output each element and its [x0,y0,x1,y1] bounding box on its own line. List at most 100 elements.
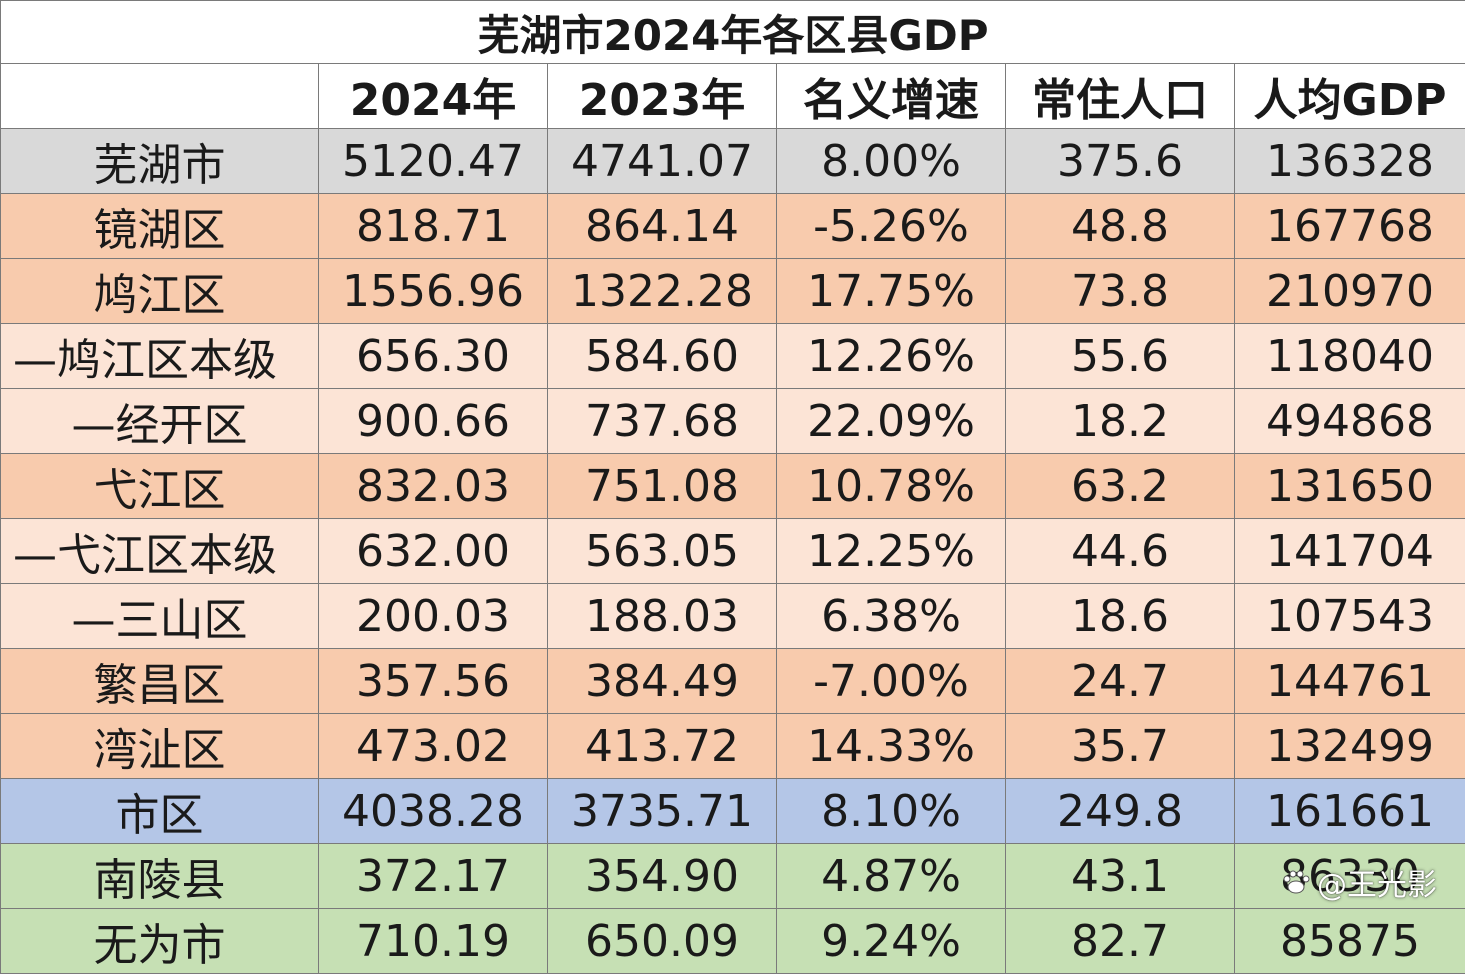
gdp-2023: 650.09 [548,909,777,974]
per-capita-gdp: 132499 [1235,714,1465,779]
header-cell-gdp-2023: 2023年 [548,64,777,129]
gdp-2024: 632.00 [319,519,548,584]
gdp-2023: 584.60 [548,324,777,389]
gdp-2024: 818.71 [319,194,548,259]
growth-rate: 9.24% [777,909,1006,974]
region-name: 镜湖区 [1,194,319,259]
header-cell-name [1,64,319,129]
growth-rate: -5.26% [777,194,1006,259]
gdp-2023: 864.14 [548,194,777,259]
per-capita-gdp: 118040 [1235,324,1465,389]
region-name: —鸠江区本级 [1,324,319,389]
population: 82.7 [1006,909,1235,974]
per-capita-gdp: 85875 [1235,909,1465,974]
gdp-2023: 737.68 [548,389,777,454]
paw-logo-icon [1281,869,1311,895]
table-row: —弋江区本级 632.00 563.05 12.25% 44.6 141704 [1,519,1465,584]
gdp-2024: 710.19 [319,909,548,974]
region-name: 芜湖市 [1,129,319,194]
population: 18.2 [1006,389,1235,454]
header-cell-gdp-2024: 2024年 [319,64,548,129]
per-capita-gdp: 167768 [1235,194,1465,259]
table-row: 镜湖区 818.71 864.14 -5.26% 48.8 167768 [1,194,1465,259]
gdp-2023: 384.49 [548,649,777,714]
watermark: @王光影 [1281,860,1437,904]
table-row: —经开区 900.66 737.68 22.09% 18.2 494868 [1,389,1465,454]
region-name: —三山区 [1,584,319,649]
gdp-2024: 200.03 [319,584,548,649]
gdp-2024: 656.30 [319,324,548,389]
gdp-2024: 357.56 [319,649,548,714]
population: 63.2 [1006,454,1235,519]
region-name: 湾沚区 [1,714,319,779]
gdp-2023: 1322.28 [548,259,777,324]
gdp-2024: 832.03 [319,454,548,519]
gdp-2024: 473.02 [319,714,548,779]
per-capita-gdp: 131650 [1235,454,1465,519]
growth-rate: 10.78% [777,454,1006,519]
title-row: 芜湖市2024年各区县GDP [1,1,1465,64]
region-name: 无为市 [1,909,319,974]
growth-rate: 14.33% [777,714,1006,779]
per-capita-gdp: 161661 [1235,779,1465,844]
gdp-2023: 751.08 [548,454,777,519]
growth-rate: 4.87% [777,844,1006,909]
header-cell-growth: 名义增速 [777,64,1006,129]
growth-rate: -7.00% [777,649,1006,714]
header-cell-population: 常住人口 [1006,64,1235,129]
region-name: 南陵县 [1,844,319,909]
gdp-2023: 354.90 [548,844,777,909]
header-row: 2024年 2023年 名义增速 常住人口 人均GDP [1,64,1465,129]
watermark-text: @王光影 [1317,860,1437,904]
per-capita-gdp: 144761 [1235,649,1465,714]
gdp-2023: 4741.07 [548,129,777,194]
population: 375.6 [1006,129,1235,194]
table-row: 南陵县 372.17 354.90 4.87% 43.1 86330 [1,844,1465,909]
gdp-2024: 4038.28 [319,779,548,844]
table-row: 湾沚区 473.02 413.72 14.33% 35.7 132499 [1,714,1465,779]
table-row: —鸠江区本级 656.30 584.60 12.26% 55.6 118040 [1,324,1465,389]
region-name: 市区 [1,779,319,844]
growth-rate: 12.26% [777,324,1006,389]
growth-rate: 8.00% [777,129,1006,194]
region-name: 弋江区 [1,454,319,519]
table-row: 弋江区 832.03 751.08 10.78% 63.2 131650 [1,454,1465,519]
population: 48.8 [1006,194,1235,259]
growth-rate: 8.10% [777,779,1006,844]
table-title: 芜湖市2024年各区县GDP [1,1,1465,64]
gdp-2024: 1556.96 [319,259,548,324]
population: 73.8 [1006,259,1235,324]
population: 44.6 [1006,519,1235,584]
population: 249.8 [1006,779,1235,844]
region-name: —经开区 [1,389,319,454]
table-row: 鸠江区 1556.96 1322.28 17.75% 73.8 210970 [1,259,1465,324]
region-name: 鸠江区 [1,259,319,324]
region-name: 繁昌区 [1,649,319,714]
population: 43.1 [1006,844,1235,909]
gdp-2024: 5120.47 [319,129,548,194]
region-name: —弋江区本级 [1,519,319,584]
table-row: 繁昌区 357.56 384.49 -7.00% 24.7 144761 [1,649,1465,714]
growth-rate: 22.09% [777,389,1006,454]
gdp-2024: 372.17 [319,844,548,909]
gdp-2023: 188.03 [548,584,777,649]
gdp-2023: 3735.71 [548,779,777,844]
population: 35.7 [1006,714,1235,779]
gdp-2024: 900.66 [319,389,548,454]
per-capita-gdp: 210970 [1235,259,1465,324]
growth-rate: 6.38% [777,584,1006,649]
per-capita-gdp: 494868 [1235,389,1465,454]
per-capita-gdp: 141704 [1235,519,1465,584]
table-row: —三山区 200.03 188.03 6.38% 18.6 107543 [1,584,1465,649]
growth-rate: 12.25% [777,519,1006,584]
gdp-2023: 413.72 [548,714,777,779]
population: 18.6 [1006,584,1235,649]
per-capita-gdp: 107543 [1235,584,1465,649]
population: 55.6 [1006,324,1235,389]
growth-rate: 17.75% [777,259,1006,324]
per-capita-gdp: 136328 [1235,129,1465,194]
table-row: 市区 4038.28 3735.71 8.10% 249.8 161661 [1,779,1465,844]
table-row: 无为市 710.19 650.09 9.24% 82.7 85875 [1,909,1465,974]
gdp-2023: 563.05 [548,519,777,584]
